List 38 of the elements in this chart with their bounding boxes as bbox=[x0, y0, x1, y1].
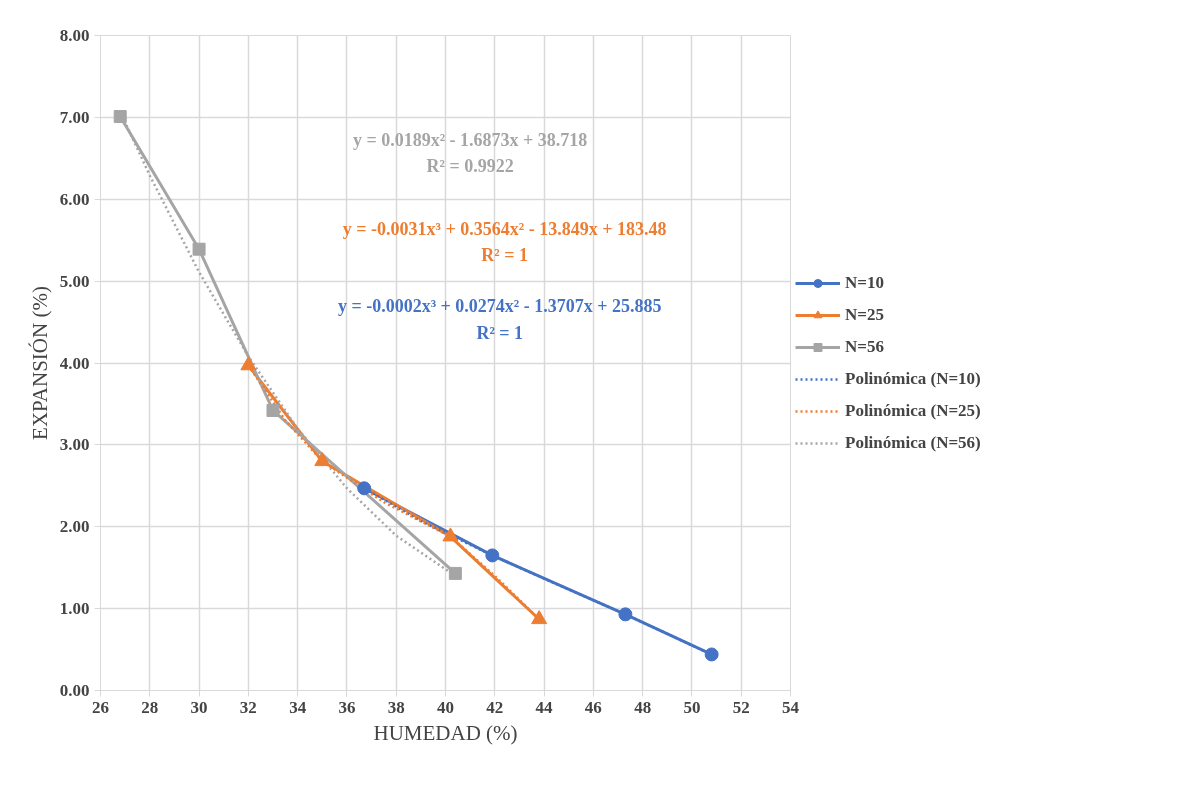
annotation: y = -0.0002x³ + 0.0274x² - 1.3707x + 25.885 bbox=[337, 295, 662, 316]
y-tick-label: 1.00 bbox=[59, 599, 90, 619]
x-tick-label: 44 bbox=[535, 697, 554, 717]
x-tick-label: 48 bbox=[634, 697, 652, 717]
x-tick-label: 36 bbox=[338, 697, 356, 717]
annotation: R² = 1 bbox=[481, 244, 528, 265]
y-axis-title: EXPANSIÓN (%) bbox=[27, 286, 52, 440]
y-tick-label: 0.00 bbox=[59, 681, 90, 700]
x-tick-label: 34 bbox=[289, 697, 307, 717]
y-tick-label: 2.00 bbox=[59, 517, 90, 537]
x-tick-label: 30 bbox=[190, 697, 208, 717]
y-tick-label: 4.00 bbox=[59, 353, 90, 373]
x-tick-label: 32 bbox=[239, 697, 257, 717]
x-tick-label: 28 bbox=[141, 697, 159, 717]
x-tick-label: 40 bbox=[437, 697, 454, 717]
x-tick-label: 38 bbox=[387, 697, 405, 717]
x-tick-label: 42 bbox=[486, 697, 504, 717]
x-tick-label: 54 bbox=[782, 697, 800, 717]
y-tick-label: 8.00 bbox=[59, 26, 90, 45]
x-tick-label: 50 bbox=[683, 697, 701, 717]
y-tick-label: 6.00 bbox=[59, 189, 90, 209]
legend-label: Polinómica (N=56) bbox=[845, 432, 981, 453]
annotation: y = -0.0031x³ + 0.3564x² - 13.849x + 183.48 bbox=[342, 218, 667, 239]
annotation: y = 0.0189x² - 1.6873x + 38.718 bbox=[352, 130, 588, 151]
x-tick-label: 46 bbox=[584, 697, 602, 717]
x-tick-label: 52 bbox=[732, 697, 750, 717]
x-tick-label: 26 bbox=[92, 697, 109, 717]
y-tick-label: 5.00 bbox=[59, 271, 90, 291]
annotation: R² = 1 bbox=[476, 322, 524, 343]
annotation: R² = 0.9922 bbox=[426, 155, 514, 176]
legend-label: Polinómica (N=10) bbox=[845, 368, 981, 389]
y-tick-label: 7.00 bbox=[59, 107, 90, 127]
legend-label: N=25 bbox=[845, 304, 884, 325]
y-tick-label: 3.00 bbox=[59, 435, 90, 455]
x-axis-title: HUMEDAD (%) bbox=[373, 720, 518, 745]
legend-label: N=10 bbox=[845, 272, 884, 293]
legend-label: Polinómica (N=25) bbox=[845, 400, 981, 421]
legend-label: N=56 bbox=[845, 336, 884, 357]
